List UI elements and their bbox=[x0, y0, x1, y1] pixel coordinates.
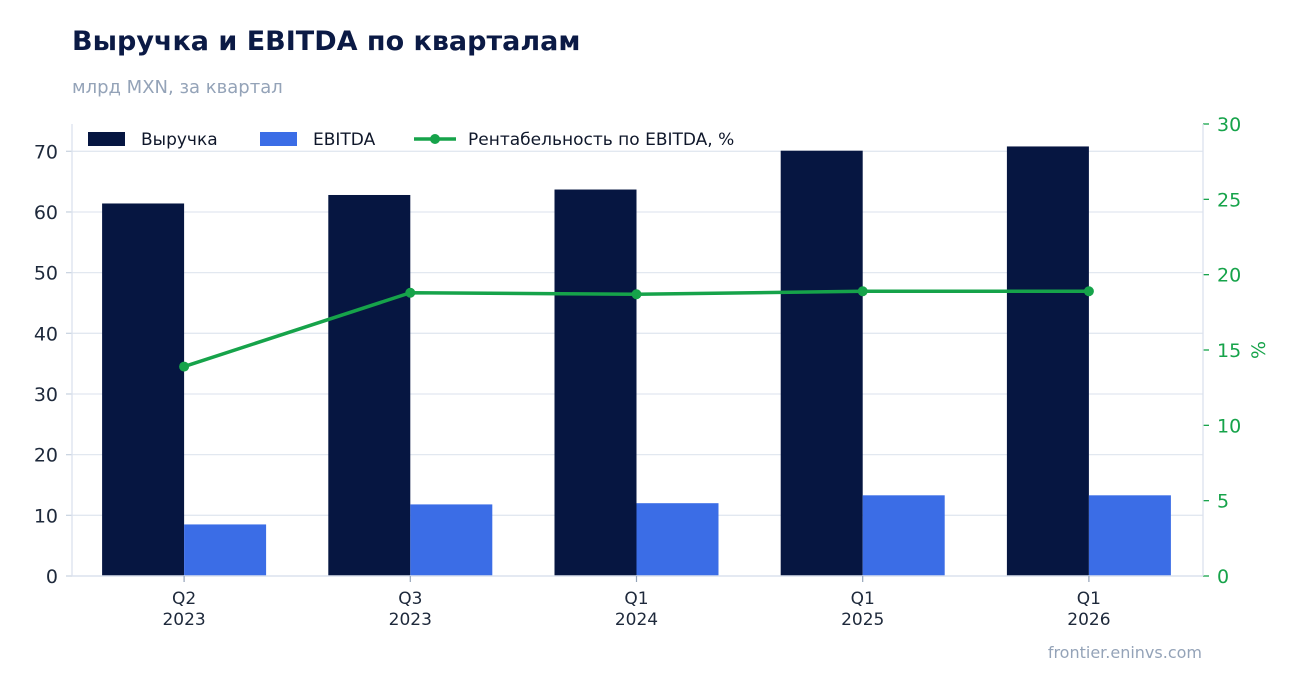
legend-label-margin: Рентабельность по EBITDA, % bbox=[468, 130, 734, 150]
margin-point bbox=[405, 287, 416, 298]
margin-point bbox=[857, 286, 868, 297]
y2-tick-label: 20 bbox=[1217, 265, 1241, 287]
y2-tick-label: 25 bbox=[1217, 189, 1241, 211]
y2-tick-label: 5 bbox=[1217, 491, 1229, 513]
x-tick-label: Q3 bbox=[398, 589, 422, 609]
x-tick-label: 2023 bbox=[389, 610, 432, 630]
x-tick-label: 2026 bbox=[1067, 610, 1110, 630]
ebitda-bar bbox=[862, 495, 945, 576]
y-tick-label: 10 bbox=[34, 505, 58, 527]
ebitda-bar bbox=[184, 524, 267, 576]
margin-point bbox=[179, 361, 190, 372]
revenue-bar bbox=[554, 189, 637, 576]
x-tick-label: Q1 bbox=[1077, 589, 1101, 609]
legend-label-revenue: Выручка bbox=[141, 130, 218, 150]
revenue-bar bbox=[102, 203, 185, 576]
chart-subtitle: млрд MXN, за квартал bbox=[72, 77, 283, 98]
margin-line bbox=[179, 286, 1094, 372]
legend-swatch-ebitda bbox=[260, 132, 297, 146]
y2-tick-label: 30 bbox=[1217, 114, 1241, 136]
y2-tick-label: 10 bbox=[1217, 415, 1241, 437]
y-tick-label: 60 bbox=[34, 202, 58, 224]
y-tick-label: 50 bbox=[34, 263, 58, 285]
x-tick-label: Q1 bbox=[851, 589, 875, 609]
x-tick-label: 2023 bbox=[162, 610, 205, 630]
revenue-bar bbox=[780, 150, 863, 576]
y-tick-label: 40 bbox=[34, 323, 58, 345]
x-tick-label: Q2 bbox=[172, 589, 196, 609]
y2-tick-label: 15 bbox=[1217, 340, 1241, 362]
revenue-bar bbox=[1006, 146, 1089, 577]
legend-swatch-revenue bbox=[88, 132, 125, 146]
bars bbox=[102, 146, 1171, 577]
axes: 010203040506070051015202530%Q22023Q32023… bbox=[34, 114, 1270, 630]
margin-point bbox=[631, 289, 642, 300]
legend-label-ebitda: EBITDA bbox=[313, 130, 376, 150]
y-tick-label: 0 bbox=[46, 566, 58, 588]
chart-title: Выручка и EBITDA по кварталам bbox=[72, 26, 581, 57]
revenue-bar bbox=[328, 194, 411, 576]
y-tick-label: 70 bbox=[34, 141, 58, 163]
y2-axis-label: % bbox=[1248, 341, 1270, 359]
y-tick-label: 20 bbox=[34, 445, 58, 467]
ebitda-bar bbox=[1088, 495, 1171, 576]
ebitda-bar bbox=[410, 504, 493, 576]
ebitda-bar bbox=[636, 503, 719, 576]
margin-point bbox=[1083, 286, 1094, 297]
legend-marker-margin bbox=[430, 134, 440, 144]
x-tick-label: 2025 bbox=[841, 610, 884, 630]
y-tick-label: 30 bbox=[34, 384, 58, 406]
x-tick-label: 2024 bbox=[615, 610, 658, 630]
y2-tick-label: 0 bbox=[1217, 566, 1229, 588]
source-watermark: frontier.eninvs.com bbox=[1047, 643, 1202, 662]
x-tick-label: Q1 bbox=[624, 589, 648, 609]
legend: Выручка EBITDA Рентабельность по EBITDA, % bbox=[88, 130, 734, 150]
